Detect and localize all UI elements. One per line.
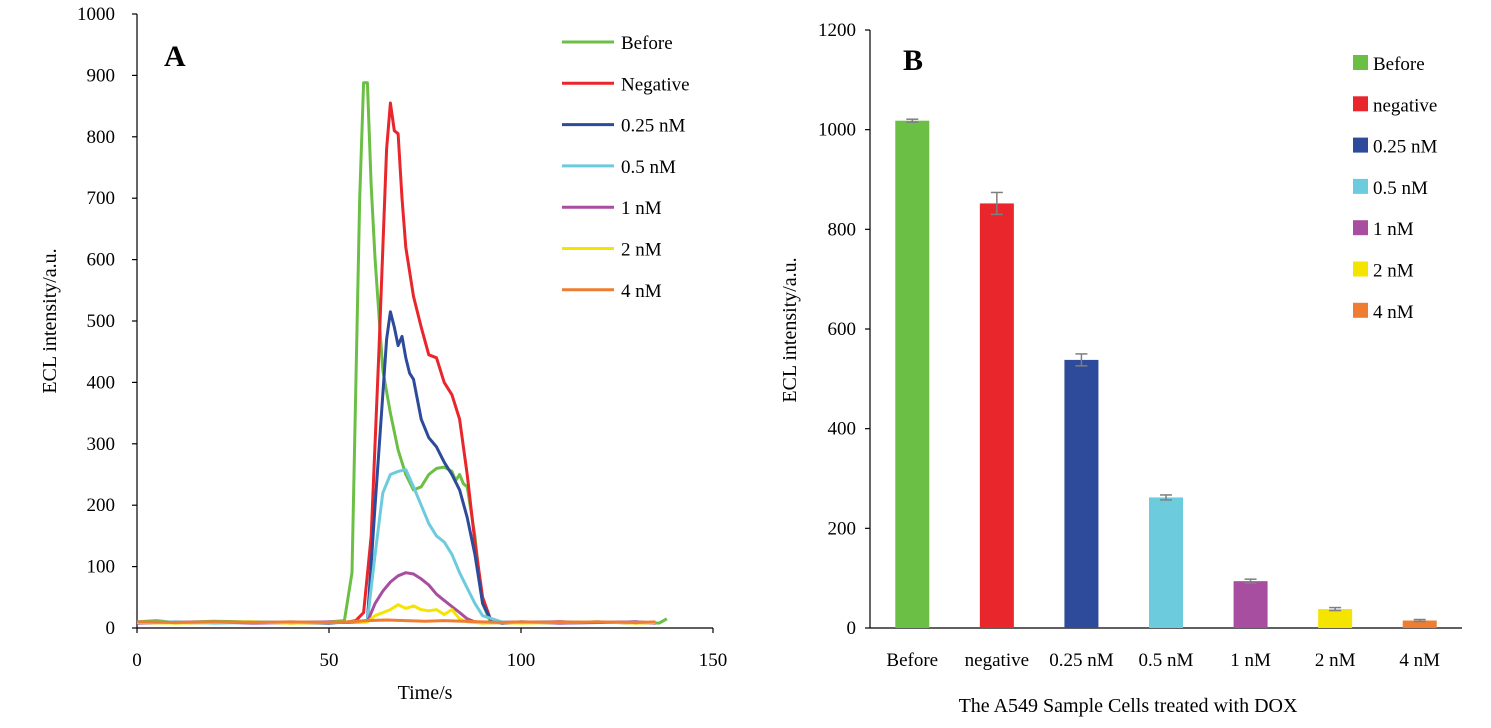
error-bar-1-nm <box>1244 578 1257 584</box>
panel-a-y-tick-label: 800 <box>87 127 116 148</box>
panel-a-x-tick-label: 100 <box>507 650 536 671</box>
bar-before <box>895 120 930 629</box>
panel-b-y-tick-label: 400 <box>828 419 857 440</box>
panel-b-x-tick-label: 4 nM <box>1399 650 1440 671</box>
panel-a-y-tick-label: 100 <box>87 557 116 578</box>
panel-b-y-tick-label: 0 <box>847 618 857 639</box>
panel-a-label: A <box>164 40 186 73</box>
panel-b-y-axis-title: ECL intensity/a.u. <box>779 257 801 402</box>
panel-a-y-tick-label: 700 <box>87 188 116 209</box>
legend-label-0-25-nm: 0.25 nM <box>1373 137 1438 158</box>
legend-swatch-4-nm <box>1353 302 1368 318</box>
line-series-negative <box>136 101 656 625</box>
panel-a-y-tick-label: 0 <box>106 618 116 639</box>
panel-a-y-tick-label: 400 <box>87 372 116 393</box>
panel-b-x-tick-label: negative <box>965 650 1029 671</box>
bar-2-nm <box>1318 609 1353 628</box>
legend-swatch-1-nm <box>1353 220 1368 236</box>
line-series-0-5-nm <box>136 468 656 625</box>
panel-a-line-chart: A Time/s ECL intensity/a.u. 0 100 200 300 40… <box>39 4 727 704</box>
panel-b-x-tick-label: 1 nM <box>1230 650 1271 671</box>
panel-a-x-tick-label: 150 <box>699 650 728 671</box>
bar-0-25-nm <box>1064 359 1099 628</box>
legend-swatch-2-nm <box>1353 261 1368 277</box>
panel-b-y-tick-label: 1000 <box>818 120 856 141</box>
legend-swatch-0-5-nm <box>1353 178 1368 194</box>
panel-a-y-tick-label: 900 <box>87 65 116 86</box>
legend-label-2-nm: 2 nM <box>621 240 662 261</box>
panel-a-x-tick-label: 50 <box>320 650 339 671</box>
error-bar-0-5-nm <box>1160 494 1172 501</box>
panel-b-x-tick-label: Before <box>886 650 938 671</box>
bar-negative <box>979 203 1014 629</box>
panel-b-label: B <box>903 44 923 77</box>
line-series-4-nm <box>136 618 656 624</box>
legend-label-0-5-nm: 0.5 nM <box>1373 178 1428 199</box>
legend-label-4-nm: 4 nM <box>621 281 662 302</box>
legend-label-0-25-nm: 0.25 nM <box>621 116 686 137</box>
error-bar-2-nm <box>1329 606 1342 612</box>
panel-b-bar-chart: B The A549 Sample Cells treated with DOX… <box>779 20 1462 717</box>
panel-a-y-tick-label: 1000 <box>77 4 115 25</box>
error-bar-before <box>906 118 919 123</box>
panel-a-y-axis-title: ECL intensity/a.u. <box>39 248 61 393</box>
legend-label-before: Before <box>621 33 673 54</box>
panel-b-y-tick-label: 1200 <box>818 20 856 41</box>
error-bar-4-nm <box>1413 618 1426 623</box>
panel-b-x-tick-label: 0.25 nM <box>1049 650 1114 671</box>
panel-a-y-tick-label: 600 <box>87 250 116 271</box>
panel-b-x-tick-label: 2 nM <box>1315 650 1356 671</box>
line-series-1-nm <box>136 571 656 625</box>
panel-a-y-tick-label: 200 <box>87 495 116 516</box>
legend-label-negative: negative <box>1373 95 1437 116</box>
legend-swatch-negative <box>1353 96 1368 112</box>
panel-a-y-tick-label: 500 <box>87 311 116 332</box>
bar-4-nm <box>1402 620 1437 628</box>
legend-label-negative: Negative <box>621 74 690 95</box>
legend-label-4-nm: 4 nM <box>1373 302 1414 323</box>
legend-label-0-5-nm: 0.5 nM <box>621 157 676 178</box>
panel-b-x-axis-title: The A549 Sample Cells treated with DOX <box>959 695 1298 717</box>
line-series-before <box>136 81 668 625</box>
legend-label-before: Before <box>1373 54 1425 75</box>
panel-a-x-axis-title: Time/s <box>398 682 453 704</box>
error-bar-0-25-nm <box>1075 353 1088 367</box>
legend-swatch-0-25-nm <box>1353 137 1368 153</box>
bar-0-5-nm <box>1149 497 1183 628</box>
panel-b-y-tick-label: 800 <box>828 219 857 240</box>
panel-b-y-tick-label: 200 <box>828 518 857 539</box>
legend-label-1-nm: 1 nM <box>1373 219 1414 240</box>
panel-b-y-tick-label: 600 <box>828 319 857 340</box>
legend-swatch-before <box>1353 55 1368 70</box>
panel-a-x-tick-label: 0 <box>132 650 142 671</box>
panel-a-y-tick-label: 300 <box>87 434 116 455</box>
bar-1-nm <box>1233 581 1268 628</box>
legend-label-2-nm: 2 nM <box>1373 261 1414 282</box>
legend-label-1-nm: 1 nM <box>621 198 662 219</box>
error-bar-negative <box>990 191 1003 216</box>
panel-b-x-tick-label: 0.5 nM <box>1139 650 1194 671</box>
